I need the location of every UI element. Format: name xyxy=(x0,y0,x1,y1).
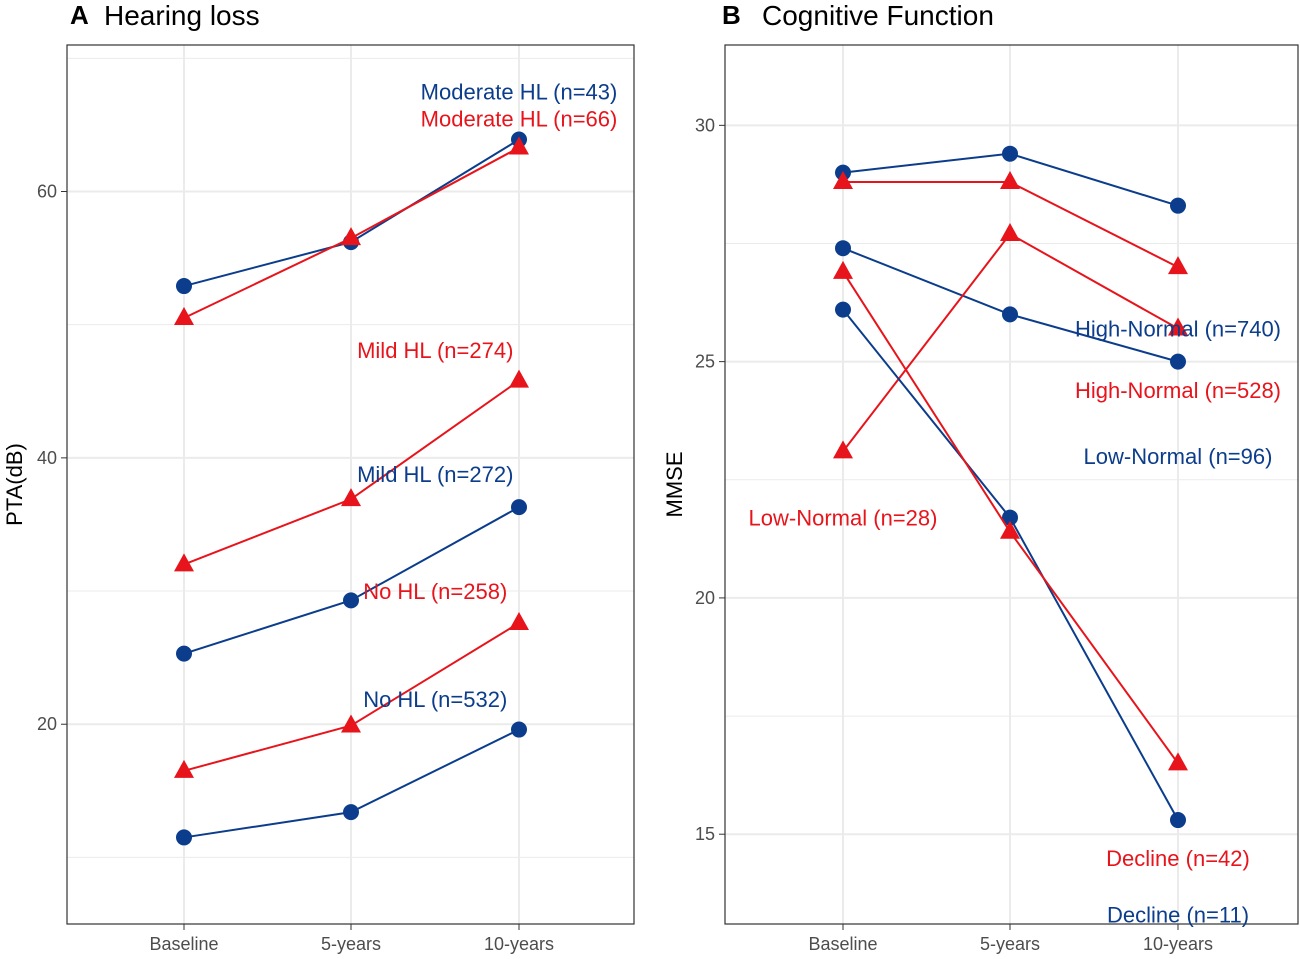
data-point-circle xyxy=(1002,306,1018,323)
series-label: High-Normal (n=528) xyxy=(1075,378,1281,403)
series-label: Decline (n=42) xyxy=(1106,846,1250,871)
data-point-circle xyxy=(835,301,851,318)
series-label: High-Normal (n=740) xyxy=(1075,317,1281,342)
y-tick-label: 40 xyxy=(37,448,57,468)
data-point-circle xyxy=(176,829,192,846)
data-point-triangle xyxy=(174,759,194,778)
panel-b-title: Cognitive Function xyxy=(762,0,994,31)
data-point-circle xyxy=(511,721,527,738)
y-tick-label: 60 xyxy=(37,182,57,202)
cognitive-function-chart: 15 20 25 30 Baseline 5-years 10-years MMSE High-… xyxy=(662,44,1299,954)
y-axis-label: PTA(dB) xyxy=(2,443,27,526)
data-point-circle xyxy=(511,499,527,516)
data-point-circle xyxy=(1170,812,1186,829)
data-point-circle xyxy=(176,278,192,295)
data-point-triangle xyxy=(341,227,361,246)
data-point-triangle xyxy=(833,440,853,459)
data-point-triangle xyxy=(1000,520,1020,539)
plot-frame xyxy=(724,44,1299,925)
y-tick-label: 20 xyxy=(695,588,715,608)
panel-a-title: Hearing loss xyxy=(104,0,260,31)
data-point-triangle xyxy=(1168,752,1188,771)
hearing-loss-panel: A Hearing loss 20 40 60 Baseline 5-years 10-y… xyxy=(2,0,635,954)
series-label: Low-Normal (n=96) xyxy=(1084,444,1273,469)
data-point-triangle xyxy=(1168,317,1188,336)
data-point-circle xyxy=(1170,197,1186,214)
series-label: Mild HL (n=272) xyxy=(357,462,513,487)
data-point-triangle xyxy=(1000,171,1020,190)
x-tick-label: 5-years xyxy=(321,934,381,954)
data-point-triangle xyxy=(174,553,194,572)
y-tick-label: 15 xyxy=(695,824,715,844)
x-tick-label: Baseline xyxy=(149,934,218,954)
x-tick-label: 5-years xyxy=(980,934,1040,954)
y-tick-label: 25 xyxy=(695,352,715,372)
data-point-circle xyxy=(835,240,851,257)
data-point-circle xyxy=(1002,145,1018,162)
panel-b-letter: B xyxy=(722,0,741,30)
data-point-triangle xyxy=(833,171,853,190)
data-point-triangle xyxy=(833,260,853,279)
data-point-triangle xyxy=(1168,256,1188,275)
series-label: No HL (n=258) xyxy=(363,579,507,604)
data-point-circle xyxy=(1002,509,1018,526)
cognitive-function-panel: B Cognitive Function 15 20 25 30 Baseline 5-y… xyxy=(650,0,1300,959)
y-axis-label: MMSE xyxy=(662,452,687,518)
data-point-triangle xyxy=(174,307,194,326)
y-tick-label: 30 xyxy=(695,115,715,135)
series-label: Moderate HL (n=43) xyxy=(421,80,618,105)
data-point-triangle xyxy=(341,714,361,733)
data-point-triangle xyxy=(509,612,529,631)
data-point-triangle xyxy=(1000,223,1020,242)
data-point-triangle xyxy=(509,136,529,155)
series-label: Mild HL (n=274) xyxy=(357,338,513,363)
x-tick-label: 10-years xyxy=(484,934,554,954)
series-label: Moderate HL (n=66) xyxy=(421,106,618,131)
data-point-circle xyxy=(343,804,359,821)
series-label: Decline (n=11) xyxy=(1107,903,1249,928)
data-point-triangle xyxy=(509,369,529,388)
series-label: No HL (n=532) xyxy=(363,687,507,712)
x-tick-label: 10-years xyxy=(1143,934,1213,954)
data-point-circle xyxy=(343,592,359,609)
panel-a-letter: A xyxy=(70,0,89,30)
data-point-circle xyxy=(1170,353,1186,370)
x-tick-label: Baseline xyxy=(808,934,877,954)
y-tick-label: 20 xyxy=(37,714,57,734)
series-label: Low-Normal (n=28) xyxy=(749,506,938,531)
hearing-loss-chart: 20 40 60 Baseline 5-years 10-years PTA(dB) Mode… xyxy=(2,44,635,954)
data-point-circle xyxy=(176,645,192,662)
data-point-triangle xyxy=(341,488,361,507)
